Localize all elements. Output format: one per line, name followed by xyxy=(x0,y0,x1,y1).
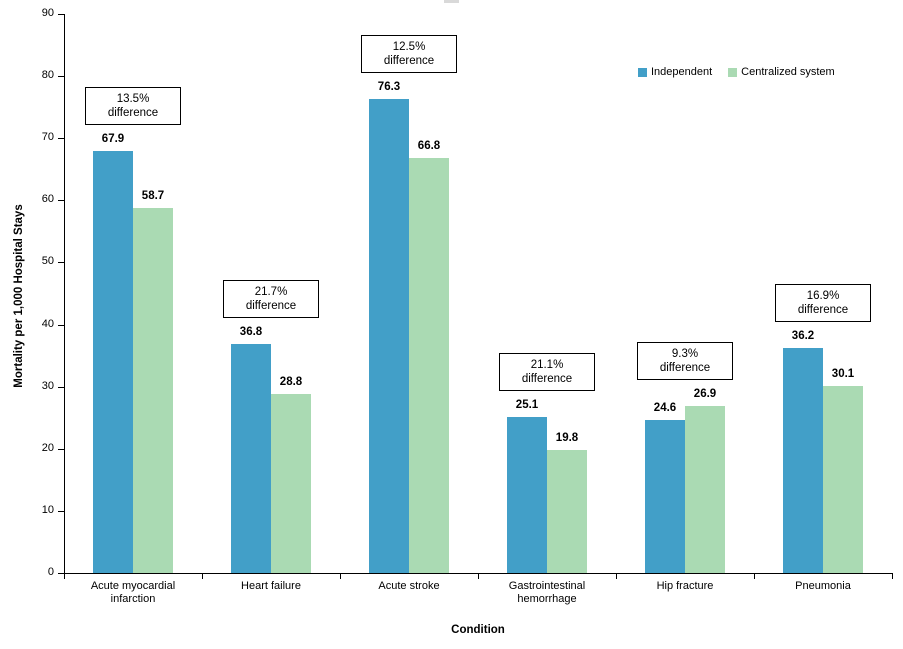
difference-annotation-box: 13.5% difference xyxy=(85,87,181,126)
y-axis-tick xyxy=(58,510,64,512)
y-axis-tick xyxy=(58,324,64,326)
y-axis-tick xyxy=(58,76,64,78)
bar-independent xyxy=(783,348,823,573)
x-axis-title: Condition xyxy=(451,624,505,636)
bar-value-label: 24.6 xyxy=(653,402,677,415)
bar-independent xyxy=(231,344,271,573)
bar-value-label: 25.1 xyxy=(515,399,539,412)
legend-swatch-independent xyxy=(638,67,647,77)
y-axis-tick xyxy=(58,448,64,450)
bar-value-label: 67.9 xyxy=(101,133,125,146)
legend-label: Independent xyxy=(651,66,713,78)
bar-value-label: 36.2 xyxy=(791,330,815,343)
y-axis-tick-label: 40 xyxy=(41,317,54,330)
y-axis-tick xyxy=(58,386,64,388)
y-axis-tick-label: 90 xyxy=(41,7,54,19)
x-axis-tick xyxy=(340,573,341,579)
y-axis-tick xyxy=(58,573,64,574)
y-axis-tick xyxy=(58,200,64,202)
legend: Independent Centralized system xyxy=(638,66,835,78)
x-axis-tick xyxy=(64,573,65,579)
bar-independent xyxy=(645,420,685,573)
y-axis-tick xyxy=(58,14,64,15)
x-category-label: Hip fracture xyxy=(656,580,714,592)
y-axis-line xyxy=(64,14,65,573)
x-axis-tick xyxy=(202,573,203,579)
bar-independent xyxy=(507,417,547,573)
difference-annotation-box: 21.1% difference xyxy=(499,353,595,392)
bar-centralized-system xyxy=(685,405,725,573)
bar-value-label: 66.8 xyxy=(417,140,441,153)
y-axis-tick xyxy=(58,262,64,264)
bar-value-label: 19.8 xyxy=(555,432,579,445)
y-axis-tick-label: 10 xyxy=(41,503,54,516)
y-axis-tick-label: 80 xyxy=(41,69,54,82)
y-axis-tick-label: 70 xyxy=(41,131,54,144)
bar-independent xyxy=(369,99,409,573)
y-axis-tick xyxy=(58,138,64,140)
x-axis-tick xyxy=(478,573,479,579)
x-category-label: Acute stroke xyxy=(378,580,440,592)
bar-independent xyxy=(93,151,133,573)
bar-value-label: 28.8 xyxy=(279,376,303,389)
legend-label: Centralized system xyxy=(741,66,835,78)
difference-annotation-box: 16.9% difference xyxy=(775,284,871,323)
difference-annotation-box: 9.3% difference xyxy=(637,341,733,380)
x-axis-tick xyxy=(892,573,893,579)
y-axis-title: Mortality per 1,000 Hospital Stays xyxy=(13,204,25,388)
difference-annotation-box: 21.7% difference xyxy=(223,280,319,319)
bar-centralized-system xyxy=(823,386,863,573)
legend-item-independent: Independent xyxy=(638,66,712,78)
bar-centralized-system xyxy=(133,208,173,573)
y-axis-tick-label: 0 xyxy=(47,566,54,578)
y-axis-tick-label: 20 xyxy=(41,441,54,454)
bar-value-label: 76.3 xyxy=(377,81,401,94)
y-axis-tick-label: 30 xyxy=(41,379,54,392)
x-category-label: Acute myocardial infarction xyxy=(90,580,176,605)
y-axis-tick-label: 60 xyxy=(41,193,54,206)
x-axis-tick xyxy=(616,573,617,579)
legend-item-centralized-system: Centralized system xyxy=(728,66,835,78)
bar-value-label: 30.1 xyxy=(831,368,855,381)
bar-value-label: 26.9 xyxy=(693,387,717,400)
x-axis-tick xyxy=(754,573,755,579)
x-category-label: Heart failure xyxy=(241,580,301,592)
bar-value-label: 36.8 xyxy=(239,326,263,339)
bar-centralized-system xyxy=(409,158,449,573)
y-axis-tick-label: 50 xyxy=(41,255,54,268)
difference-annotation-box: 12.5% difference xyxy=(361,35,457,74)
cropped-title-fragment xyxy=(444,0,459,3)
bar-centralized-system xyxy=(547,450,587,573)
bar-centralized-system xyxy=(271,394,311,573)
bar-value-label: 58.7 xyxy=(141,190,165,203)
legend-swatch-centralized-system xyxy=(728,67,738,77)
x-category-label: Pneumonia xyxy=(795,580,851,592)
x-category-label: Gastrointestinal hemorrhage xyxy=(508,580,586,605)
